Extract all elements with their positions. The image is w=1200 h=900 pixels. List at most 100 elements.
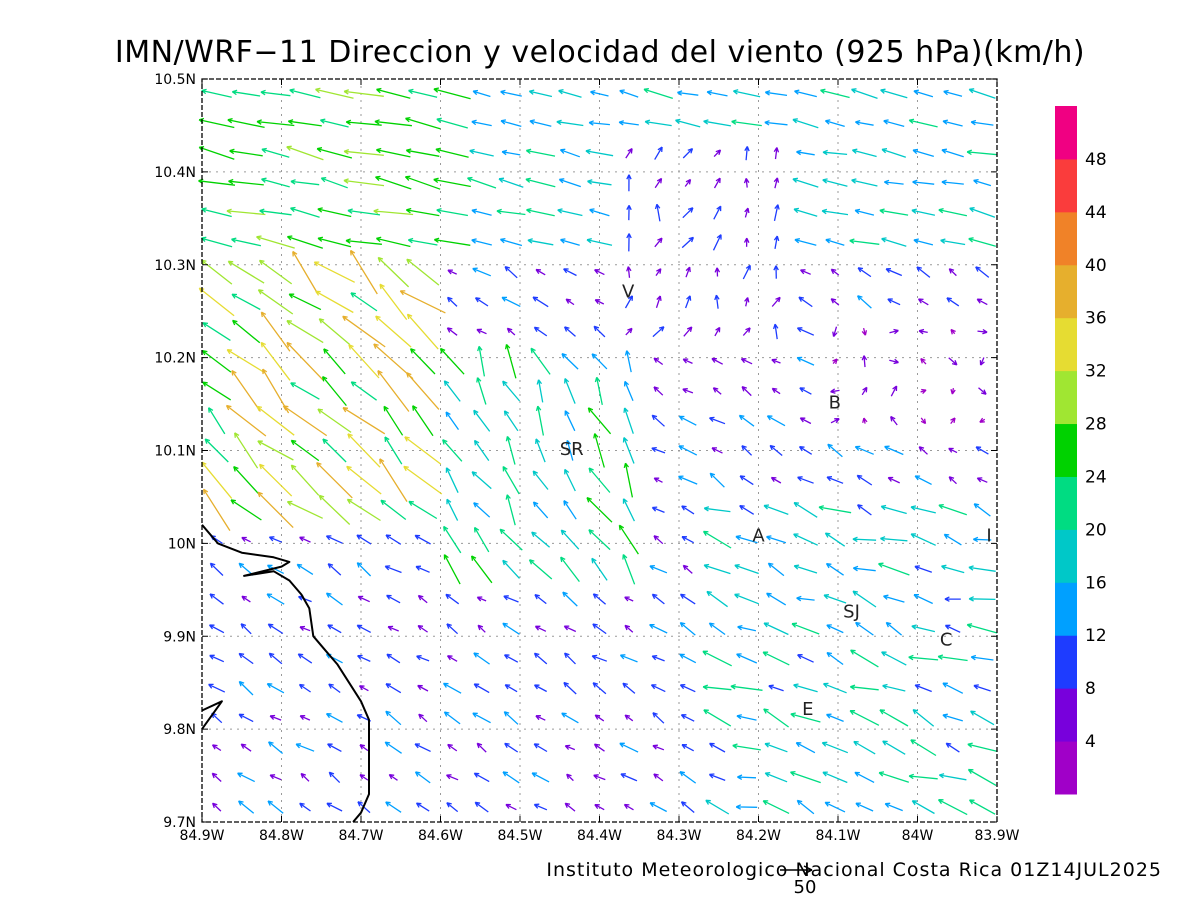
wind-vector-arrow <box>286 320 324 344</box>
wind-vector-arrow <box>652 326 665 338</box>
wind-vector-arrow <box>911 800 935 815</box>
wind-vector-arrow <box>388 773 398 781</box>
wind-vector-arrow <box>504 343 517 379</box>
wind-vector-arrow <box>442 682 462 694</box>
wind-vector-arrow <box>290 464 320 496</box>
wind-vector-arrow <box>299 715 311 721</box>
wind-vector-arrow <box>473 502 491 518</box>
wind-vector-arrow <box>327 743 342 752</box>
wind-vector-arrow <box>626 233 632 252</box>
wind-vector-arrow <box>237 772 255 783</box>
wind-vector-arrow <box>386 594 401 604</box>
wind-vector-arrow <box>706 89 728 97</box>
wind-vector-arrow <box>735 535 758 544</box>
wind-vector-arrow <box>318 494 351 525</box>
wind-vector-arrow <box>525 177 556 188</box>
wind-vector-arrow <box>941 564 965 574</box>
wind-vector-arrow <box>976 298 988 306</box>
wind-vector-arrow <box>730 683 763 691</box>
wind-vector-arrow <box>282 405 328 437</box>
wind-vector-arrow <box>920 388 927 395</box>
wind-vector-arrow <box>380 499 407 521</box>
wind-vector-arrow <box>266 683 285 694</box>
wind-vector-arrow <box>975 266 990 278</box>
wind-vector-arrow <box>201 88 232 98</box>
lat-tick-label: 10.4N <box>154 165 196 181</box>
wind-vector-arrow <box>536 379 544 403</box>
wind-vector-arrow <box>564 410 576 432</box>
lat-tick-label: 10.5N <box>154 72 196 88</box>
wind-vector-arrow <box>289 88 321 99</box>
wind-vector-arrow <box>476 377 487 405</box>
wind-vector-arrow <box>315 290 354 314</box>
wind-vector-arrow <box>861 386 868 396</box>
wind-vector-arrow <box>292 250 318 294</box>
wind-vector-arrow <box>560 529 580 550</box>
wind-vector-arrow <box>771 296 781 307</box>
colorbar-segment <box>1055 264 1077 319</box>
wind-vector-arrow <box>913 593 933 605</box>
wind-vector-arrow <box>742 264 751 280</box>
wind-vector-arrow <box>204 438 229 463</box>
wind-vector-arrow <box>711 447 723 454</box>
wind-vector-arrow <box>585 148 614 157</box>
wind-vector-arrow <box>773 235 780 250</box>
wind-vector-arrow <box>566 773 574 782</box>
wind-vector-arrow <box>794 238 817 246</box>
wind-vector-arrow <box>443 554 461 585</box>
lon-tick-label: 84W <box>902 828 934 844</box>
wind-vector-arrow <box>261 147 290 158</box>
wind-vector-arrow <box>592 623 607 635</box>
wind-vector-arrow <box>328 683 341 694</box>
wind-vector-arrow <box>799 417 812 425</box>
wind-vector-arrow <box>260 89 291 97</box>
wind-vector-arrow <box>791 622 820 635</box>
wind-vector-arrow <box>943 533 962 546</box>
wind-vector-arrow <box>300 772 310 782</box>
wind-vector-arrow <box>679 684 696 693</box>
wind-vector-arrow <box>229 148 263 157</box>
wind-vector-arrow <box>762 651 790 666</box>
wind-vector-arrow <box>712 387 722 395</box>
wind-vector-arrow <box>881 148 907 158</box>
wind-vector-arrow <box>385 801 402 813</box>
wind-vector-arrow <box>966 149 998 156</box>
wind-vector-arrow <box>504 265 518 279</box>
wind-vector-arrow <box>651 506 665 514</box>
wind-vector-arrow <box>734 593 760 605</box>
wind-vector-arrow <box>473 439 490 461</box>
wind-vector-arrow <box>297 653 313 664</box>
wind-vector-arrow <box>714 326 721 337</box>
colorbar-segment <box>1055 529 1077 583</box>
wind-vector-arrow <box>561 352 579 370</box>
wind-vector-arrow <box>563 625 577 633</box>
wind-vector-arrow <box>653 773 664 782</box>
wind-vector-arrow <box>946 297 960 307</box>
wind-vector-arrow <box>703 709 732 727</box>
wind-vector-arrow <box>445 411 460 430</box>
wind-vector-arrow <box>678 445 698 456</box>
wind-vector-arrow <box>653 477 663 483</box>
wind-vector-arrow <box>505 494 516 526</box>
wind-vector-arrow <box>257 491 294 529</box>
wind-vector-arrow <box>211 772 222 782</box>
wind-vector-arrow <box>731 119 762 127</box>
wind-vector-arrow <box>918 328 928 335</box>
wind-vector-arrow <box>764 742 788 753</box>
wind-vector-arrow <box>968 596 996 602</box>
wind-vector-arrow <box>558 178 582 188</box>
wind-vector-arrow <box>407 237 438 246</box>
wind-vector-arrow <box>737 624 757 632</box>
wind-vector-arrow <box>914 565 933 573</box>
wind-vector-arrow <box>257 440 294 461</box>
wind-vector-arrow <box>679 653 697 664</box>
wind-vector-arrow <box>405 207 440 217</box>
wind-vector-arrow <box>209 562 224 576</box>
wind-vector-arrow <box>938 773 967 781</box>
wind-vector-arrow <box>772 323 779 340</box>
wind-vector-arrow <box>375 236 411 248</box>
colorbar-segment <box>1055 158 1077 213</box>
wind-vector-arrow <box>593 325 606 338</box>
wind-vector-arrow <box>827 443 843 458</box>
wind-vector-arrow <box>200 259 233 285</box>
